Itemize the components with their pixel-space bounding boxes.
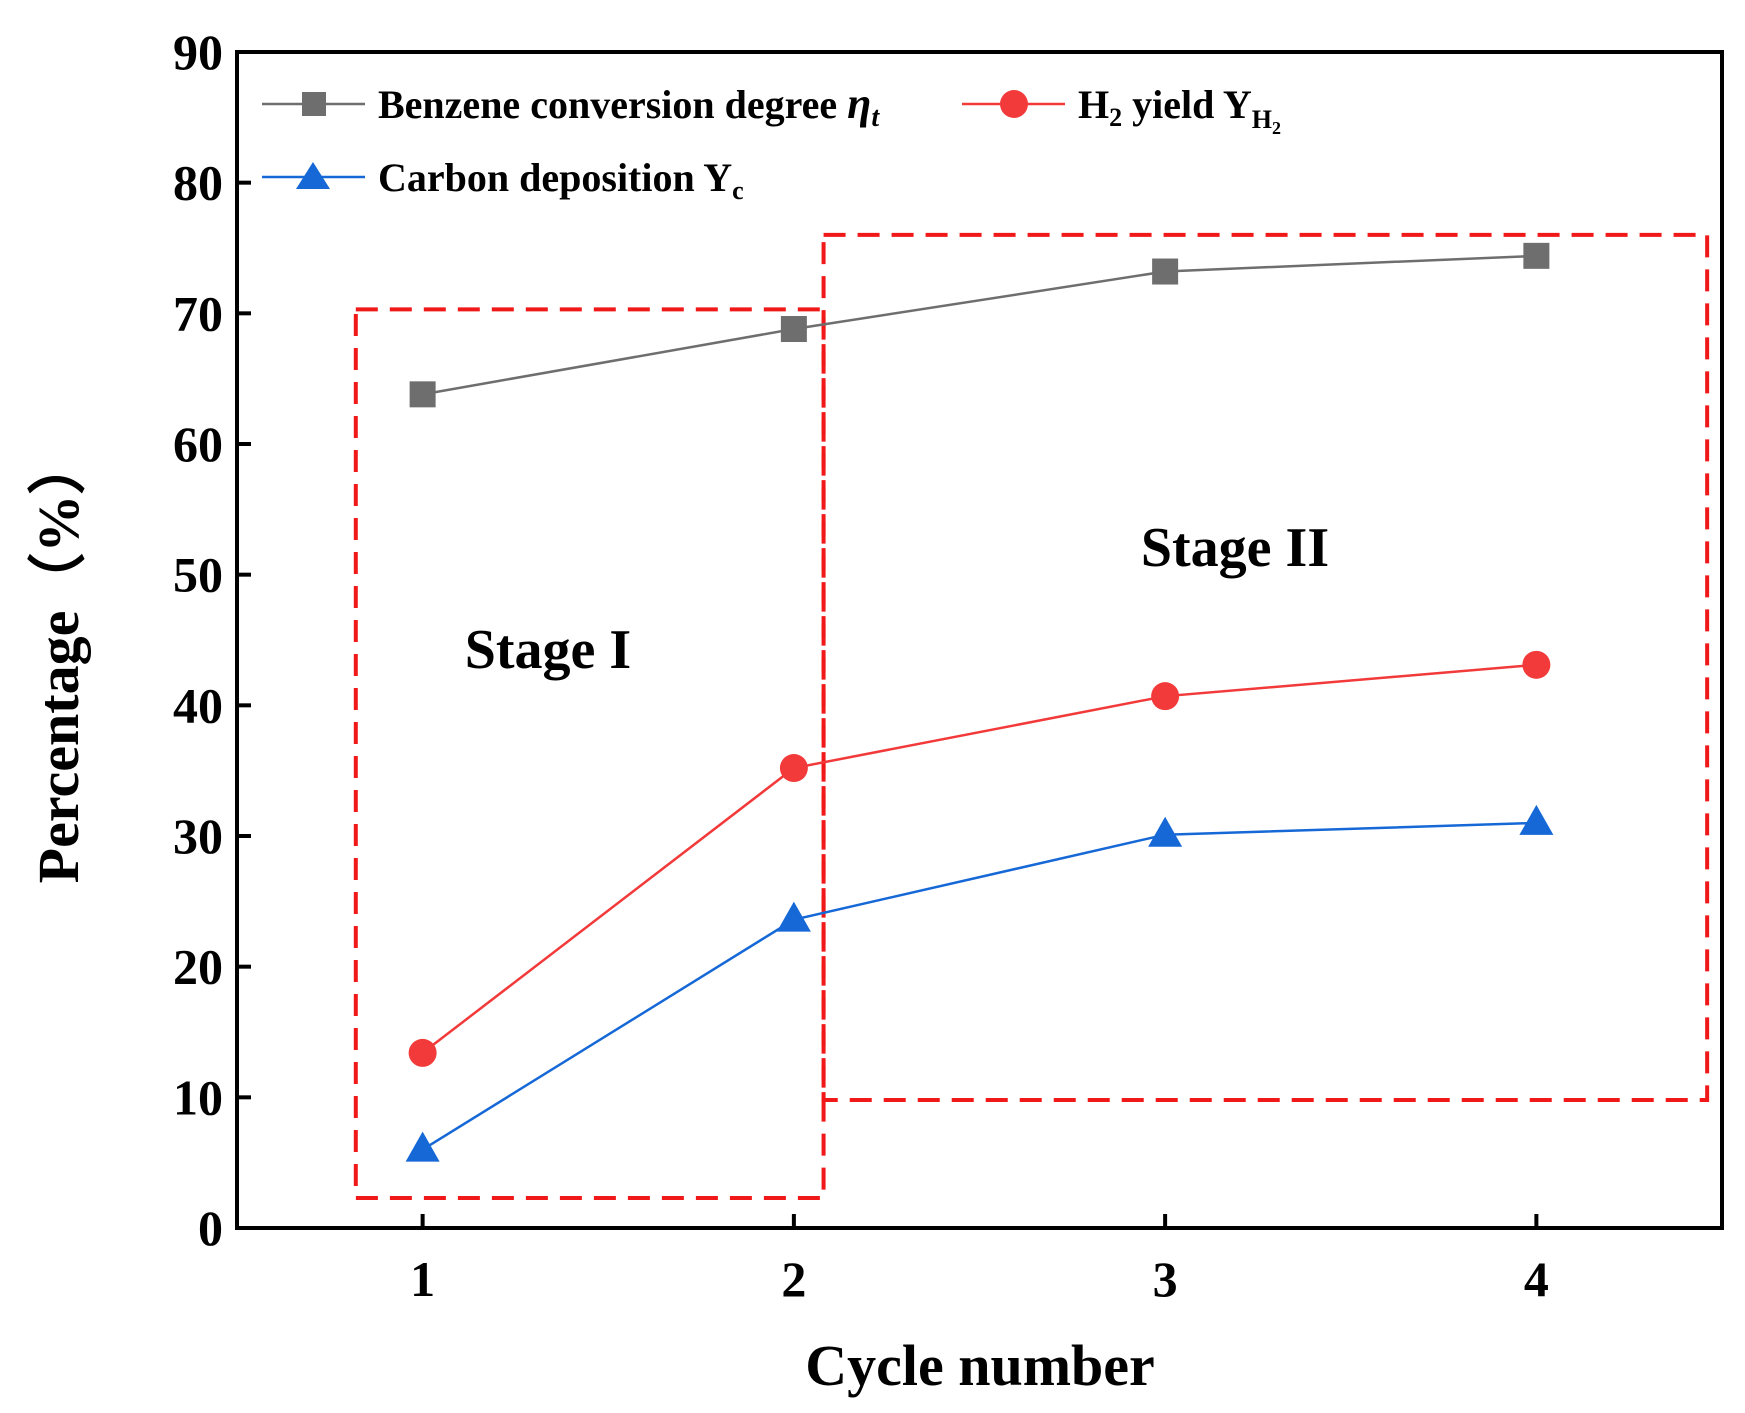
square-marker-icon (302, 92, 326, 116)
data-point-carbon (1519, 804, 1554, 835)
legend-benzene-sub: t (871, 102, 880, 133)
x-tick-label: 4 (1524, 1251, 1549, 1307)
legend-label-carbon: Carbon deposition Yc (378, 155, 744, 205)
y-tick-label: 50 (173, 547, 223, 603)
data-point-carbon (405, 1131, 440, 1162)
y-tick-label: 10 (173, 1069, 223, 1125)
legend-label-benzene: Benzene conversion degree ηt (378, 79, 880, 133)
stage-1-label: Stage I (465, 619, 631, 681)
legend-item-h2: H2 yield YH2 (962, 82, 1281, 138)
stage-2-label: Stage II (1141, 517, 1329, 579)
data-point-h2 (1151, 682, 1180, 711)
data-point-benzene (780, 316, 807, 343)
data-point-benzene (1523, 242, 1550, 269)
y-tick-label: 30 (173, 808, 223, 864)
data-point-h2 (408, 1038, 437, 1067)
stage-box-2 (821, 232, 1710, 1102)
circle-marker-icon (1000, 90, 1028, 118)
x-tick-label: 2 (781, 1251, 806, 1307)
series-line-2 (421, 821, 1537, 1151)
legend-label-h2: H2 yield YH2 (1078, 82, 1281, 138)
legend-item-benzene: Benzene conversion degree ηt (262, 79, 880, 133)
y-tick-labels: 0 10 20 30 40 50 60 70 80 90 (173, 24, 223, 1256)
series-line-1 (421, 663, 1537, 1054)
legend-h2-main: H (1078, 82, 1109, 127)
data-point-benzene (1152, 258, 1179, 285)
data-point-carbon (1148, 816, 1183, 847)
data-point-h2 (779, 754, 808, 783)
y-tick-label: 80 (173, 155, 223, 211)
y-tick-label: 70 (173, 285, 223, 341)
y-tick-label: 60 (173, 416, 223, 472)
legend-item-carbon: Carbon deposition Yc (262, 155, 744, 205)
x-axis-title: Cycle number (805, 1333, 1155, 1398)
legend-benzene-main: Benzene conversion degree (378, 82, 847, 127)
stage-boxes (353, 232, 1710, 1200)
series-layer (405, 242, 1554, 1162)
y-axis-title: Percentage（%） (26, 437, 91, 884)
y-tick-label: 20 (173, 939, 223, 995)
legend-carbon-main: Carbon deposition Y (378, 155, 732, 200)
data-point-h2 (1522, 650, 1551, 679)
series-line-0 (422, 254, 1537, 396)
legend-h2-subsub: 2 (1272, 118, 1281, 138)
data-point-carbon (776, 901, 811, 932)
x-tick-labels: 1 2 3 4 (410, 1251, 1549, 1307)
legend-carbon-sub: c (732, 176, 744, 205)
triangle-marker-icon (296, 162, 330, 189)
data-point-benzene (409, 381, 436, 408)
y-tick-label: 40 (173, 677, 223, 733)
axis-ticks (237, 50, 1539, 1230)
x-tick-label: 1 (410, 1251, 435, 1307)
legend-benzene-eta: η (847, 79, 871, 128)
legend-h2-mid: yield Y (1122, 82, 1252, 127)
plot-frame (235, 50, 1724, 1230)
legend-h2-sub: 2 (1109, 103, 1122, 132)
y-tick-label: 90 (173, 24, 223, 80)
legend: Benzene conversion degree ηt H2 yield YH… (262, 79, 1281, 205)
y-tick-label: 0 (198, 1200, 223, 1256)
x-tick-label: 3 (1153, 1251, 1178, 1307)
legend-h2-sub2: H (1252, 105, 1272, 134)
